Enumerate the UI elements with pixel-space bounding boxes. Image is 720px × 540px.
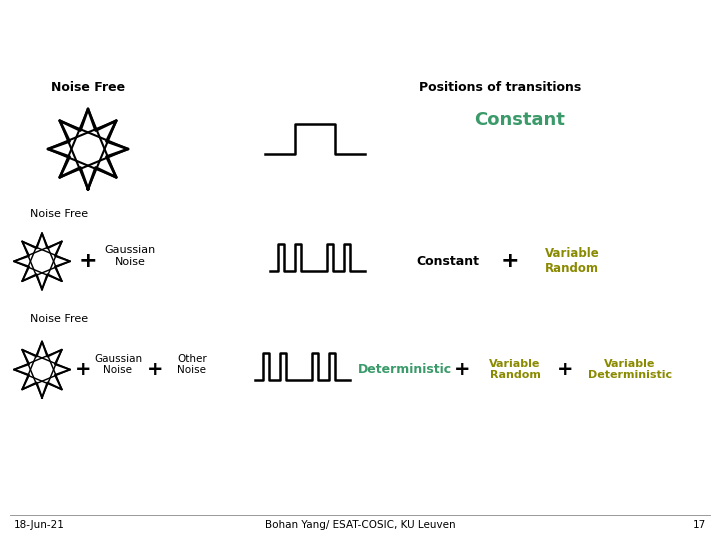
- Text: +: +: [75, 360, 91, 379]
- Text: Constant: Constant: [474, 111, 565, 129]
- Text: Gaussian
Noise: Gaussian Noise: [94, 354, 142, 375]
- Text: +: +: [78, 251, 97, 271]
- Text: Variable
Deterministic: Variable Deterministic: [588, 359, 672, 380]
- Text: +: +: [147, 360, 163, 379]
- Text: Bohan Yang/ ESAT-COSIC, KU Leuven: Bohan Yang/ ESAT-COSIC, KU Leuven: [265, 520, 455, 530]
- Text: +: +: [500, 251, 519, 271]
- Text: +: +: [454, 360, 470, 379]
- Text: Noise Free: Noise Free: [30, 314, 88, 325]
- Text: Positions of transitions: Positions of transitions: [419, 81, 581, 94]
- Text: Noise Free: Noise Free: [51, 81, 125, 94]
- Text: +: +: [557, 360, 573, 379]
- Text: Deterministic: Deterministic: [358, 363, 452, 376]
- Text: Constant: Constant: [416, 255, 480, 268]
- Text: Other
Noise: Other Noise: [177, 354, 207, 375]
- Text: 17: 17: [693, 520, 706, 530]
- Text: Variable
Random: Variable Random: [490, 359, 541, 380]
- Text: Gaussian
Noise: Gaussian Noise: [104, 246, 156, 267]
- Text: Noise Free: Noise Free: [30, 209, 88, 219]
- Text: What is the Noise in Ring Oscillators?: What is the Noise in Ring Oscillators?: [7, 19, 566, 45]
- Text: Variable
Random: Variable Random: [544, 247, 599, 275]
- Text: 18-Jun-21: 18-Jun-21: [14, 520, 65, 530]
